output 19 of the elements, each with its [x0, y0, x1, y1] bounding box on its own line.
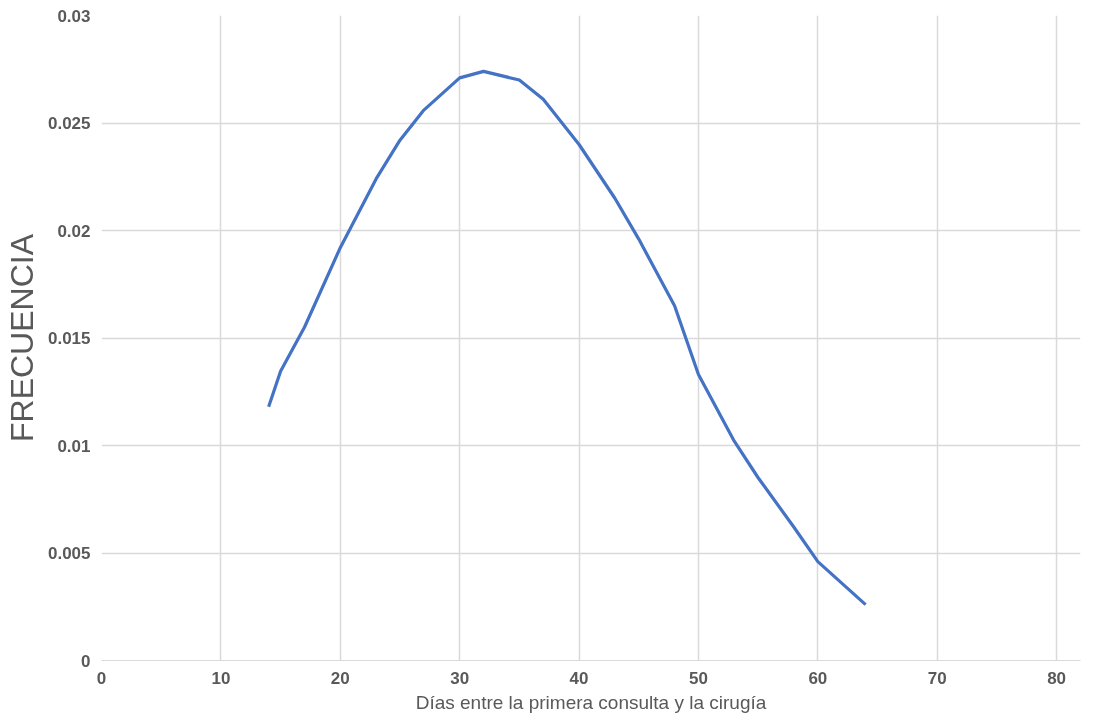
y-tick-label: 0.025	[47, 114, 91, 133]
y-tick-label: 0.01	[57, 436, 91, 456]
x-tick-label: 30	[450, 668, 470, 688]
x-tick-label: 60	[808, 668, 828, 688]
y-tick-label: 0.02	[57, 221, 91, 241]
x-tick-label: 20	[330, 668, 350, 688]
x-tick-label: 0	[96, 668, 107, 688]
y-tick-label: 0.03	[57, 6, 91, 26]
y-tick-label: 0.015	[47, 329, 91, 348]
y-tick-label: 0.005	[47, 544, 91, 563]
x-tick-label: 70	[927, 668, 947, 688]
x-tick-label: 10	[211, 668, 231, 688]
x-axis-title: Días entre la primera consulta y la cirugía	[415, 691, 767, 713]
y-tick-label: 0	[81, 651, 91, 671]
x-tick-label: 50	[689, 668, 708, 688]
y-axis-title: FRECUENCIA	[3, 233, 40, 443]
x-tick-label: 40	[569, 668, 589, 688]
line-series	[267, 69, 868, 607]
x-tick-label: 80	[1047, 668, 1067, 688]
